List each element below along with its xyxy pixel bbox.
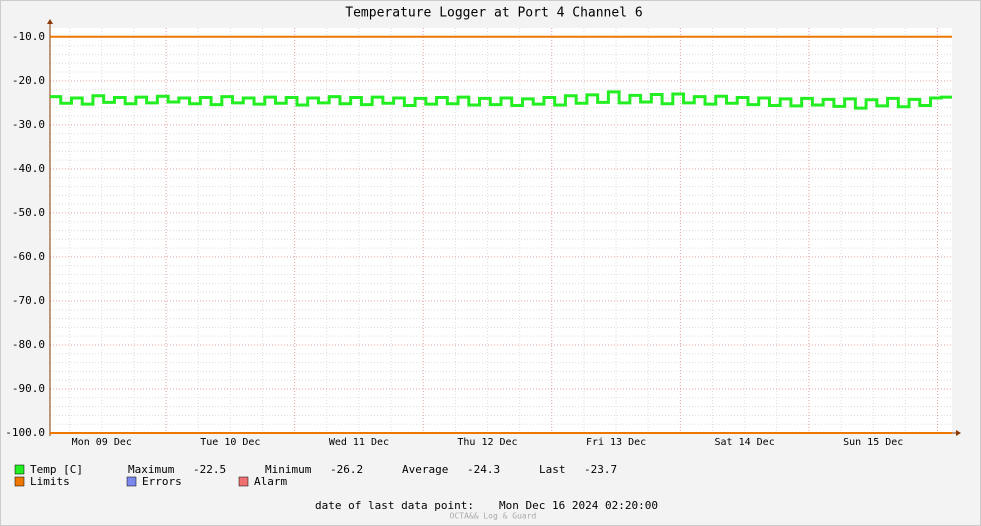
y-tick-label: -60.0 [12,250,45,263]
legend-label: Alarm [254,475,287,488]
x-tick-label: Tue 10 Dec [200,437,260,448]
stat-value: -23.7 [584,463,617,476]
last-point: Mon Dec 16 2024 02:20:00 [499,499,658,512]
footer: OCTA&& Log & Guard [450,512,537,521]
stat-label: Maximum [128,463,175,476]
x-tick-label: Sat 14 Dec [715,437,775,448]
stat-label: Last [539,463,566,476]
stat-label: Average [402,463,448,476]
y-tick-label: -100.0 [5,426,45,439]
chart-title: Temperature Logger at Port 4 Channel 6 [345,6,642,21]
x-tick-label: Fri 13 Dec [586,437,646,448]
y-tick-label: -20.0 [12,74,45,87]
legend-swatch [238,476,249,487]
axis-arrow [47,19,53,24]
stat-value: -26.2 [330,463,363,476]
legend-swatch [126,476,137,487]
legend-label: Limits [30,475,70,488]
legend-swatch [14,476,25,487]
x-tick-label: Wed 11 Dec [329,437,389,448]
y-tick-label: -30.0 [12,118,45,131]
y-tick-label: -40.0 [12,162,45,175]
stat-value: -24.3 [467,463,500,476]
y-tick-label: -10.0 [12,30,45,43]
y-tick-label: -80.0 [12,338,45,351]
x-tick-label: Mon 09 Dec [72,437,132,448]
legend-swatch [14,464,25,475]
legend-label: Temp [C] [30,463,83,476]
x-tick-label: Thu 12 Dec [457,437,517,448]
y-tick-label: -50.0 [12,206,45,219]
last-point-label: date of last data point: [315,499,474,512]
stat-value: -22.5 [193,463,226,476]
stat-label: Minimum [265,463,312,476]
y-tick-label: -90.0 [12,382,45,395]
x-tick-label: Sun 15 Dec [843,437,903,448]
legend-label: Errors [142,475,182,488]
axis-arrow [956,430,961,436]
data-line [50,90,952,110]
y-tick-label: -70.0 [12,294,45,307]
